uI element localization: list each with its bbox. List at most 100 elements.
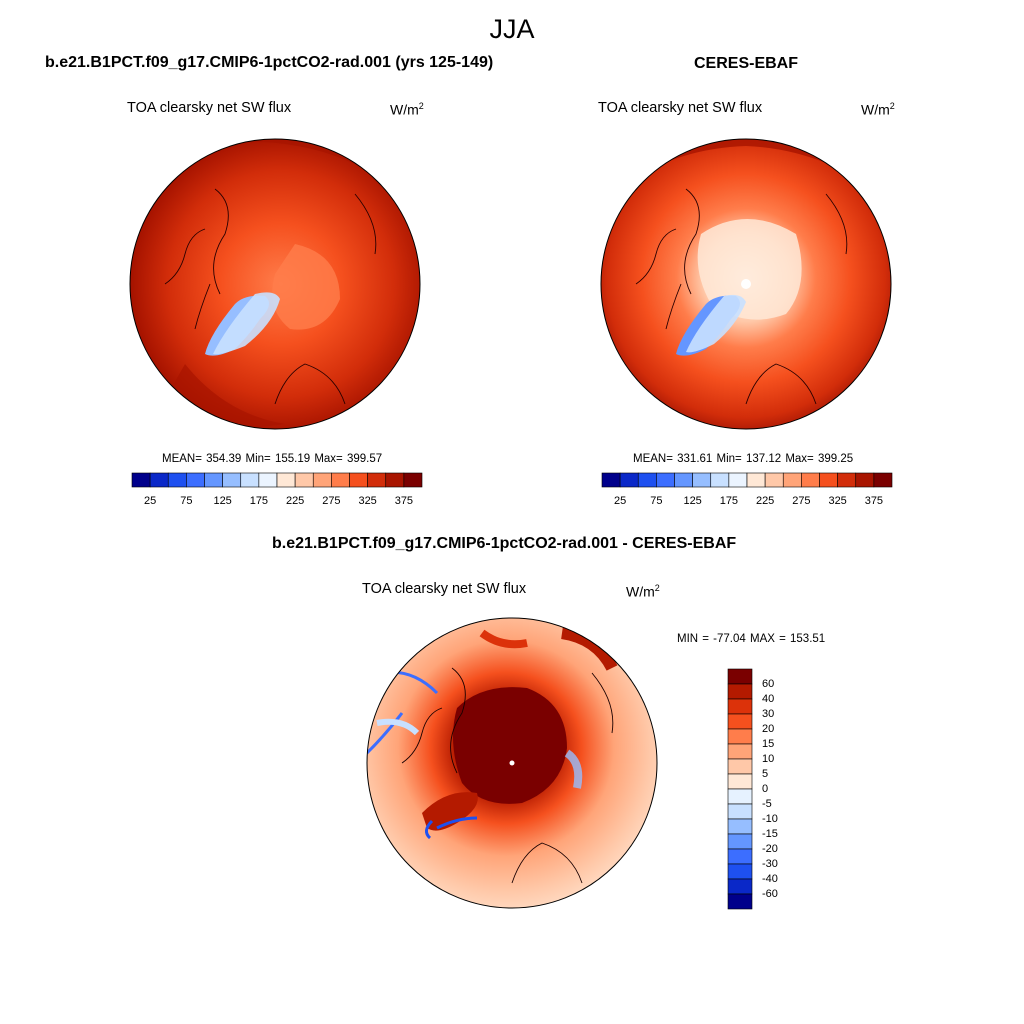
colorbar-swatch	[131, 472, 151, 488]
panel3-colorbar-tick: -15	[762, 828, 778, 840]
colorbar-swatch	[204, 472, 223, 488]
panel2-colorbar-tick: 275	[792, 495, 811, 507]
panel2-colorbar-tick: 175	[719, 495, 739, 507]
panel1-colorbar-tick: 75	[180, 495, 193, 507]
panel3-units: W/m2	[626, 583, 660, 600]
panel3-colorbar-tick: -10	[762, 813, 778, 825]
colorbar-swatch	[873, 472, 893, 488]
panel2-colorbar-tick: 325	[828, 495, 847, 507]
colorbar-swatch	[727, 878, 753, 895]
colorbar-swatch	[167, 472, 187, 488]
panel3-colorbar-tick: 15	[762, 738, 775, 750]
panel3-colorbar-tick: 60	[762, 678, 775, 690]
panel3-colorbar-tick: 5	[762, 768, 769, 780]
panel2-colorbar-tick: 225	[755, 495, 775, 507]
panel1-units: W/m2	[390, 101, 424, 118]
panel3-colorbar-tick: -40	[762, 873, 778, 885]
figure-season-title: JJA	[489, 14, 535, 44]
panel3-polar-map	[366, 617, 658, 909]
colorbar-swatch	[727, 773, 753, 790]
panel1-colorbar-tick: 325	[358, 495, 377, 507]
panel2-colorbar-tick: 25	[614, 495, 627, 507]
panel2-colorbar-tick: 125	[683, 495, 702, 507]
panel1-colorbar-tick: 125	[213, 495, 232, 507]
colorbar-swatch	[782, 472, 802, 488]
colorbar-swatch	[727, 863, 753, 880]
colorbar-swatch	[855, 472, 875, 488]
colorbar-swatch	[149, 472, 169, 488]
panel2-colorbar-tick: 375	[864, 495, 884, 507]
panel1-stats: MEAN= 354.39 Min= 155.19 Max= 399.57	[162, 453, 383, 465]
panel3-colorbar-tick: -20	[762, 843, 778, 855]
colorbar-swatch	[727, 788, 753, 805]
panel3-colorbar-tick: 40	[762, 693, 775, 705]
panel3-colorbar-labels: 60 40 30 20 15 10 5 0 -5 -10 -15 -20 -30…	[762, 669, 802, 909]
colorbar-swatch	[727, 728, 753, 745]
colorbar-swatch	[276, 472, 296, 488]
colorbar-swatch	[727, 713, 753, 730]
panel1-colorbar-tick: 275	[322, 495, 341, 507]
colorbar-swatch	[710, 472, 730, 488]
colorbar-swatch	[727, 698, 753, 715]
panel1-colorbar-tick: 25	[144, 495, 157, 507]
panel3-variable-label: TOA clearsky net SW flux	[362, 581, 527, 597]
colorbar-swatch	[349, 472, 368, 488]
panel1-colorbar	[131, 472, 423, 488]
colorbar-swatch	[764, 472, 784, 488]
colorbar-swatch	[727, 893, 753, 910]
panel3-colorbar-tick: 30	[762, 708, 775, 720]
colorbar-swatch	[294, 472, 314, 488]
colorbar-swatch	[222, 472, 242, 488]
panel3-colorbar-tick: 10	[762, 753, 775, 765]
colorbar-swatch	[637, 472, 657, 488]
panel1-colorbar-tick: 225	[285, 495, 305, 507]
colorbar-swatch	[367, 472, 387, 488]
colorbar-swatch	[727, 668, 753, 685]
colorbar-swatch	[258, 472, 278, 488]
colorbar-swatch	[837, 472, 857, 488]
colorbar-swatch	[385, 472, 405, 488]
colorbar-swatch	[728, 472, 748, 488]
colorbar-swatch	[331, 472, 350, 488]
colorbar-swatch	[619, 472, 639, 488]
colorbar-swatch	[186, 472, 205, 488]
panel2-stats: MEAN= 331.61 Min= 137.12 Max= 399.25	[633, 453, 854, 465]
colorbar-swatch	[727, 803, 753, 820]
colorbar-swatch	[819, 472, 838, 488]
panel1-polar-map	[129, 138, 421, 430]
panel3-stats: MIN = -77.04 MAX = 153.51	[677, 633, 826, 645]
colorbar-swatch	[674, 472, 693, 488]
colorbar-swatch	[403, 472, 423, 488]
panel1-colorbar-labels: 25 75 125 175 225 275 325 375	[132, 495, 422, 509]
panel1-variable-label: TOA clearsky net SW flux	[127, 100, 292, 116]
colorbar-swatch	[727, 743, 753, 760]
panel3-colorbar-tick: -30	[762, 858, 778, 870]
colorbar-swatch	[727, 833, 753, 850]
panel2-colorbar-tick: 75	[650, 495, 663, 507]
panel3-colorbar	[727, 668, 753, 910]
colorbar-swatch	[801, 472, 820, 488]
colorbar-swatch	[312, 472, 332, 488]
colorbar-swatch	[727, 683, 753, 700]
colorbar-swatch	[727, 818, 753, 835]
panel1-colorbar-tick: 175	[249, 495, 269, 507]
panel1-title: b.e21.B1PCT.f09_g17.CMIP6-1pctCO2-rad.00…	[45, 54, 494, 71]
panel2-units: W/m2	[861, 101, 895, 118]
colorbar-swatch	[692, 472, 712, 488]
panel2-colorbar-labels: 25 75 125 175 225 275 325 375	[602, 495, 892, 509]
colorbar-swatch	[656, 472, 675, 488]
colorbar-swatch	[727, 758, 753, 775]
panel2-variable-label: TOA clearsky net SW flux	[598, 100, 763, 116]
panel2-polar-map	[600, 138, 892, 430]
panel3-colorbar-tick: 20	[762, 723, 775, 735]
panel3-colorbar-tick: -5	[762, 798, 772, 810]
colorbar-swatch	[601, 472, 621, 488]
panel3-colorbar-tick: -60	[762, 888, 778, 900]
panel2-title: CERES-EBAF	[694, 55, 799, 72]
panel3-colorbar-tick: 0	[762, 783, 769, 795]
colorbar-swatch	[727, 848, 753, 865]
panel1-colorbar-tick: 375	[394, 495, 414, 507]
colorbar-swatch	[240, 472, 260, 488]
panel2-colorbar	[601, 472, 893, 488]
colorbar-swatch	[746, 472, 766, 488]
